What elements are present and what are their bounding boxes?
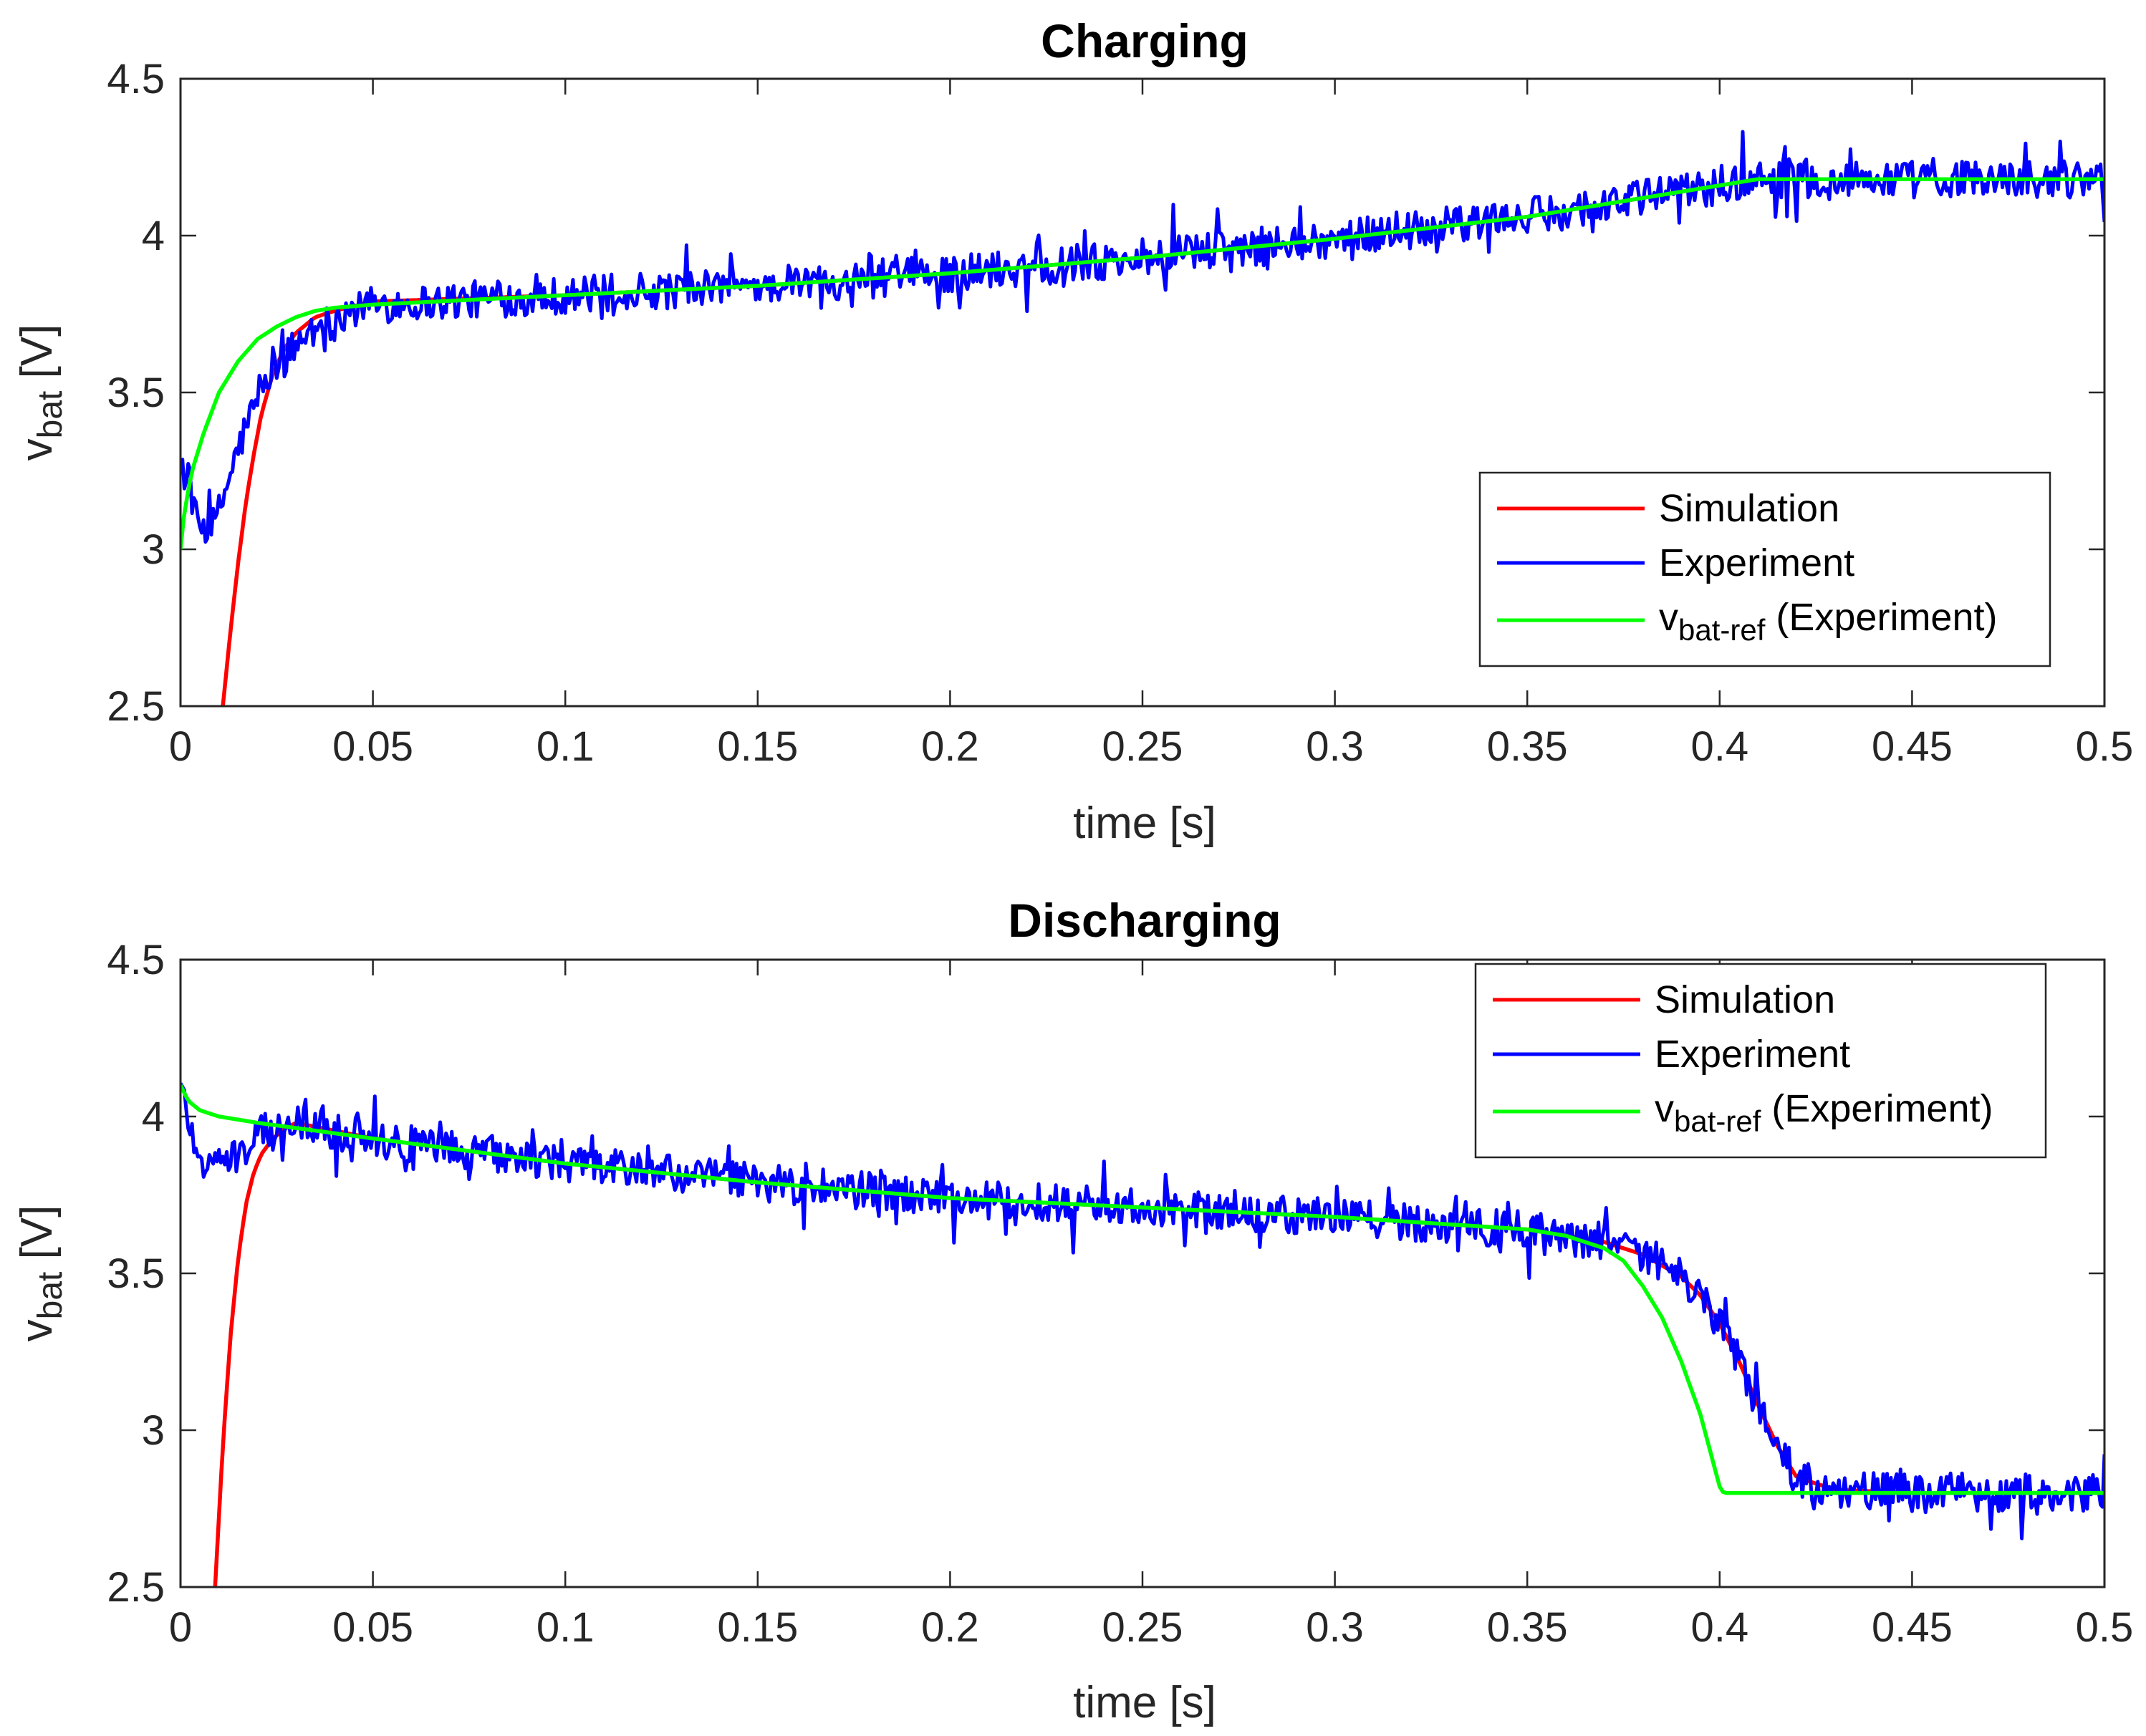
y-axis-label-sub: bat	[32, 1272, 69, 1320]
y-tick-label: 3	[142, 526, 165, 573]
legend-label-vbat-ref: vbat-ref (Experiment)	[1659, 596, 1997, 647]
chart-title: Discharging	[1008, 894, 1281, 947]
y-axis-label: vbat [V]	[12, 1205, 69, 1342]
x-tick-label: 0	[169, 723, 192, 770]
y-axis-label: vbat [V]	[12, 324, 69, 461]
legend-box	[1474, 963, 2047, 1159]
legend-label-vbat-ref: vbat-ref (Experiment)	[1655, 1087, 1993, 1138]
legend: Simulation Experiment vbat-ref (Experime…	[1474, 963, 2047, 1159]
x-tick-label: 0.15	[717, 1604, 798, 1651]
y-tick-label: 4.5	[107, 937, 165, 983]
legend-label-vbat-ref-main: v	[1659, 596, 1678, 639]
x-axis-label: time [s]	[1073, 799, 1216, 848]
y-tick-label: 4.5	[107, 56, 165, 102]
chart-discharging: Discharging 0 0.05 0.1 0.15 0.2 0.25 0.3 0.35 0.…	[12, 894, 2133, 1727]
plot-frame	[179, 958, 2106, 1588]
x-tick-label: 0.4	[1690, 1604, 1748, 1651]
chart-title: Charging	[1041, 14, 1248, 67]
legend: Simulation Experiment vbat-ref (Experime…	[1478, 471, 2051, 667]
series-clip-group	[181, 130, 2104, 706]
x-tick-label: 0.3	[1306, 1604, 1364, 1651]
ticks-group: 0 0.05 0.1 0.15 0.2 0.25 0.3 0.35 0.4 0.45 0.5 2.5 3…	[107, 937, 2133, 1651]
y-axis-label-main: v	[12, 438, 62, 460]
legend-label-vbat-ref-rest: (Experiment)	[1761, 1087, 1993, 1130]
x-tick-label: 0.5	[2076, 1604, 2134, 1651]
legend-label-experiment: Experiment	[1655, 1033, 1850, 1076]
y-tick-label: 2.5	[107, 1564, 165, 1611]
series-group	[181, 1082, 2104, 1587]
series-vbat-ref-line	[181, 1084, 2104, 1495]
legend-label-simulation: Simulation	[1659, 487, 1839, 530]
y-tick-label: 4	[142, 213, 165, 259]
series-vbat-ref-line	[181, 177, 2104, 550]
x-tick-label: 0.1	[536, 723, 595, 770]
ticks-group: 0 0.05 0.1 0.15 0.2 0.25 0.3 0.35 0.4 0.45 0.5 2.5 3…	[107, 56, 2133, 770]
y-axis-label-main: v	[12, 1319, 62, 1341]
y-axis-label-unit: [V]	[12, 1205, 62, 1272]
y-axis-label-unit: [V]	[12, 324, 62, 391]
y-tick-label: 3	[142, 1407, 165, 1454]
legend-label-vbat-ref-sub: bat-ref	[1678, 613, 1766, 647]
plot-frame	[179, 77, 2106, 708]
legend-label-vbat-ref-rest: (Experiment)	[1765, 596, 1997, 639]
x-tick-label: 0.45	[1872, 723, 1953, 770]
legend-label-vbat-ref-sub: bat-ref	[1674, 1104, 1761, 1138]
x-tick-label: 0.2	[921, 723, 979, 770]
x-tick-label: 0.05	[332, 1604, 413, 1651]
x-tick-label: 0.45	[1872, 1604, 1953, 1651]
y-axis-label-sub: bat	[32, 391, 69, 439]
y-tick-label: 3.5	[107, 1250, 165, 1297]
x-tick-label: 0.4	[1690, 723, 1748, 770]
x-tick-label: 0.15	[717, 723, 798, 770]
legend-label-vbat-ref-main: v	[1655, 1087, 1674, 1130]
x-tick-label: 0.5	[2076, 723, 2134, 770]
legend-label-experiment: Experiment	[1659, 541, 1854, 584]
x-axis-label: time [s]	[1073, 1678, 1216, 1727]
series-group	[181, 130, 2104, 706]
series-experiment-line	[181, 1082, 2104, 1540]
x-tick-label: 0.2	[921, 1604, 979, 1651]
x-tick-label: 0.05	[332, 723, 413, 770]
y-tick-label: 4	[142, 1094, 165, 1140]
legend-label-simulation: Simulation	[1655, 978, 1835, 1021]
x-tick-label: 0.25	[1102, 723, 1183, 770]
x-tick-label: 0.25	[1102, 1604, 1183, 1651]
chart-charging: Charging 0 0.05 0.1 0.15 0.2 0.25 0.3 0.35 0.4 0.…	[12, 14, 2133, 848]
x-tick-label: 0.1	[536, 1604, 595, 1651]
y-tick-label: 3.5	[107, 370, 165, 416]
x-tick-label: 0	[169, 1604, 192, 1651]
x-tick-label: 0.3	[1306, 723, 1364, 770]
x-tick-label: 0.35	[1487, 723, 1568, 770]
series-clip-group	[181, 1082, 2104, 1587]
legend-box	[1478, 471, 2051, 667]
x-tick-label: 0.35	[1487, 1604, 1568, 1651]
y-tick-label: 2.5	[107, 683, 165, 730]
